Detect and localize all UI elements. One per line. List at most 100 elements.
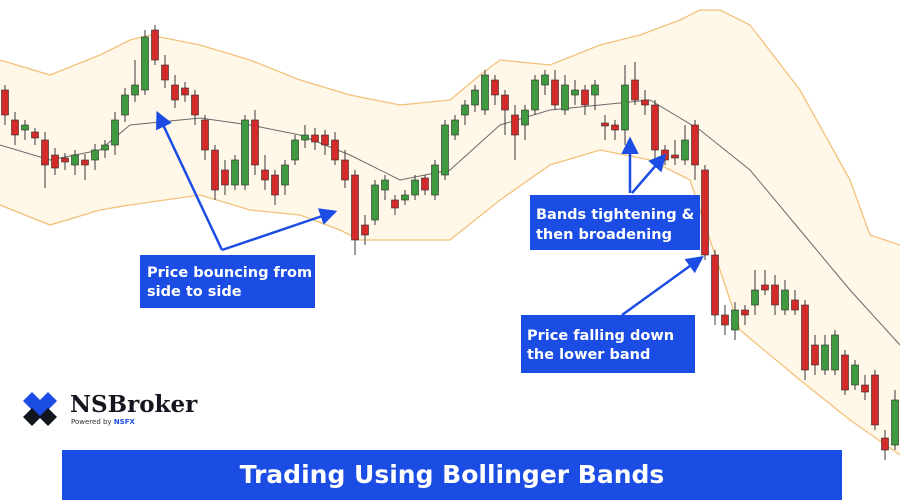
candle-body	[791, 299, 799, 311]
candle-body	[601, 122, 609, 127]
candle-body	[871, 374, 879, 426]
candle-body	[511, 114, 519, 136]
candle-body	[801, 304, 809, 371]
candle-body	[421, 177, 429, 191]
candle-body	[541, 74, 549, 86]
candle-body	[171, 84, 179, 101]
candle-body	[381, 179, 389, 191]
candle-body	[571, 89, 579, 96]
candle-body	[821, 344, 829, 371]
candle-body	[891, 399, 899, 446]
candle-body	[291, 139, 299, 161]
candle-body	[481, 74, 489, 111]
candle-body	[741, 309, 749, 316]
candle-body	[471, 89, 479, 106]
candle-body	[451, 119, 459, 136]
candle-body	[91, 149, 99, 161]
candle-body	[181, 87, 189, 96]
candle-body	[491, 79, 499, 96]
candle-body	[711, 254, 719, 316]
candle-body	[681, 139, 689, 161]
arrow	[631, 153, 667, 194]
annotation-box	[521, 315, 695, 373]
candle-body	[121, 94, 129, 116]
candle-body	[581, 89, 589, 106]
candle-body	[631, 79, 639, 101]
candle-body	[401, 194, 409, 201]
candle-body	[341, 159, 349, 181]
candle-body	[551, 79, 559, 106]
arrow	[621, 255, 704, 317]
candle-body	[31, 131, 39, 139]
candle-body	[321, 134, 329, 146]
candle-body	[271, 174, 279, 196]
logo-icon	[23, 408, 57, 426]
annotation-text: side to side	[147, 284, 242, 300]
candle-body	[591, 84, 599, 96]
candle-body	[241, 119, 249, 186]
candle-body	[501, 94, 509, 111]
candle-body	[651, 104, 659, 151]
annotation-box	[140, 255, 315, 308]
candle-body	[61, 157, 69, 163]
candle-body	[11, 119, 19, 136]
chart-title: Trading Using Bollinger Bands	[240, 460, 665, 489]
candle-body	[21, 124, 29, 131]
tagline: Powered by	[71, 418, 112, 426]
candle-body	[641, 99, 649, 106]
candle-body	[81, 159, 89, 166]
candle-body	[281, 164, 289, 186]
candle-body	[161, 64, 169, 81]
candle-body	[331, 139, 339, 161]
candle-body	[371, 184, 379, 221]
candle-body	[861, 384, 869, 393]
candle-body	[301, 134, 309, 141]
annotation-box	[530, 195, 700, 250]
candle-body	[191, 94, 199, 116]
middle-band	[0, 99, 900, 346]
annotation-text: Price bouncing from	[147, 265, 312, 281]
candle-body	[201, 119, 209, 151]
candle-body	[141, 36, 149, 91]
title-bar	[62, 450, 842, 500]
candle-body	[831, 334, 839, 371]
candle-body	[231, 159, 239, 186]
candle-body	[731, 309, 739, 331]
logo: NSBroker Powered by NSFX	[23, 391, 198, 426]
candle-body	[721, 314, 729, 326]
candle-body	[701, 169, 709, 256]
arrow	[221, 208, 338, 252]
candle-body	[761, 284, 769, 291]
candle-body	[771, 284, 779, 306]
annotation-text: Bands tightening &	[536, 207, 695, 223]
annotation-text: then broadening	[536, 227, 672, 243]
candle-body	[441, 124, 449, 176]
candle-body	[671, 154, 679, 159]
annotation-text: the lower band	[527, 347, 650, 363]
brand-tagline: Powered by NSFX	[71, 418, 135, 426]
brand-name: NSBroker	[70, 391, 198, 418]
candle-body	[561, 84, 569, 111]
candle-body	[411, 179, 419, 196]
candle-body	[841, 354, 849, 391]
candle-body	[361, 224, 369, 236]
annotations: Price bouncing from side to side Bands t…	[140, 110, 704, 373]
candle-body	[71, 154, 79, 166]
candle-body	[461, 104, 469, 116]
candle-body	[621, 84, 629, 131]
candle-body	[531, 79, 539, 111]
candle-body	[881, 437, 889, 451]
candle-body	[751, 289, 759, 306]
candle-body	[691, 124, 699, 166]
candle-body	[221, 169, 229, 186]
candle-body	[851, 364, 859, 386]
candle-body	[151, 29, 159, 61]
arrow	[156, 110, 224, 251]
bands	[0, 9, 900, 456]
candle-body	[611, 124, 619, 131]
candle-body	[351, 174, 359, 241]
logo-icon	[23, 392, 57, 418]
candle-body	[391, 199, 399, 209]
